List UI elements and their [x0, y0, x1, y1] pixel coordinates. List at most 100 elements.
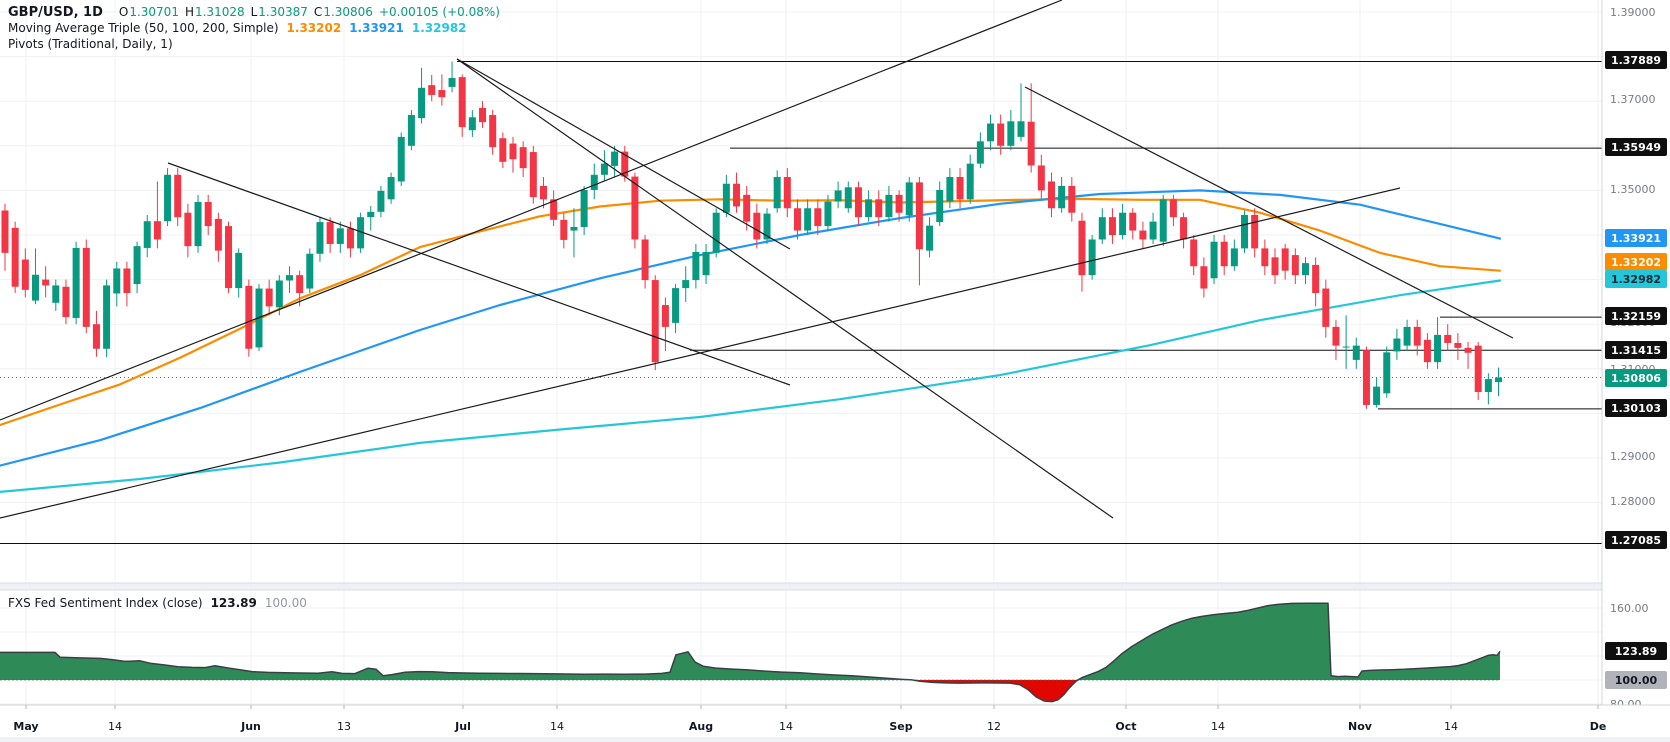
- price-axis-label: 1.39000: [1610, 6, 1656, 19]
- candle: [296, 275, 304, 293]
- sma-50-line[interactable]: [0, 197, 1502, 427]
- candle: [1047, 181, 1055, 209]
- candle: [1352, 345, 1360, 360]
- candle: [448, 78, 456, 87]
- candle: [1495, 377, 1503, 383]
- candle: [814, 208, 822, 227]
- sentiment-baseline-value: 100.00: [264, 596, 307, 610]
- sma-100-line[interactable]: [0, 189, 1502, 467]
- candle: [62, 286, 70, 318]
- ma-legend-row[interactable]: Moving Average Triple (50, 100, 200, Sim…: [8, 20, 500, 36]
- time-axis[interactable]: May 14 Jun 13 Jul 14 Aug 14 Sep 12 Oct 14 Nov 14 De: [0, 704, 1670, 742]
- candle: [1301, 263, 1309, 276]
- candle: [428, 85, 436, 95]
- candle: [631, 176, 639, 240]
- sentiment-red-area: [912, 680, 1078, 702]
- candle: [326, 222, 334, 244]
- candle: [387, 177, 395, 200]
- price-axis-label: 1.37000: [1610, 93, 1656, 106]
- axis-badge: 1.27085: [1605, 531, 1667, 549]
- candle: [1403, 326, 1411, 346]
- candle: [539, 185, 547, 200]
- candle: [915, 182, 923, 250]
- svg-text:1.30806: 1.30806: [1611, 372, 1661, 385]
- time-axis-label: 14: [1444, 720, 1458, 733]
- symbol-legend-row[interactable]: GBP/USD, 1D O1.30701 H1.31028 L1.30387 C1.30…: [8, 4, 500, 20]
- candle: [702, 251, 710, 276]
- axis-badge: 1.35949: [1605, 138, 1667, 156]
- candle: [509, 143, 517, 160]
- svg-text:1.37889: 1.37889: [1611, 54, 1661, 67]
- candle: [1119, 212, 1127, 236]
- candle: [987, 123, 995, 142]
- candle: [225, 226, 233, 289]
- ma-indicator-label: Moving Average Triple (50, 100, 200, Sim…: [8, 21, 279, 35]
- axis-badge: 1.30103: [1605, 399, 1667, 417]
- candle: [682, 280, 690, 289]
- candle: [235, 252, 243, 289]
- time-axis-label: 14: [779, 720, 793, 733]
- candle: [275, 280, 283, 308]
- sentiment-legend[interactable]: FXS Fed Sentiment Index (close) 123.89 100…: [8, 595, 307, 611]
- price-axis[interactable]: 1.390001.370001.350001.320001.310001.290…: [1601, 0, 1670, 711]
- candle: [21, 259, 29, 290]
- candle: [1332, 326, 1340, 346]
- high-label: H: [184, 5, 194, 19]
- candle: [1434, 334, 1442, 363]
- candle: [641, 239, 649, 281]
- panel-separator[interactable]: [0, 582, 1670, 591]
- candle: [936, 189, 944, 223]
- svg-text:100.00: 100.00: [1615, 674, 1658, 687]
- low-label: L: [250, 5, 258, 19]
- bottom-strip: [0, 737, 1670, 742]
- candle: [550, 199, 558, 220]
- pivots-legend-row[interactable]: Pivots (Traditional, Daily, 1): [8, 36, 500, 52]
- candle: [468, 117, 476, 131]
- candle: [92, 324, 100, 349]
- candle: [1027, 121, 1035, 166]
- close-value: 1.30806: [323, 5, 373, 19]
- candle: [611, 151, 619, 166]
- time-axis-label: Jul: [454, 720, 471, 733]
- time-axis-label: 14: [550, 720, 564, 733]
- sentiment-indicator-label: FXS Fed Sentiment Index (close): [8, 596, 203, 610]
- candle: [519, 147, 527, 169]
- svg-text:1.30103: 1.30103: [1611, 402, 1661, 415]
- pivots-indicator-label: Pivots (Traditional, Daily, 1): [8, 37, 173, 51]
- candle: [834, 190, 842, 202]
- candle: [1078, 220, 1086, 276]
- candle: [1139, 230, 1147, 240]
- candle: [875, 199, 883, 218]
- candle: [31, 274, 39, 301]
- candle: [1383, 352, 1391, 394]
- candle: [966, 163, 974, 200]
- candle: [997, 123, 1005, 146]
- axis-badge: 1.30806: [1605, 369, 1667, 387]
- candle: [1220, 241, 1228, 267]
- high-value: 1.31028: [194, 5, 245, 19]
- sma-200-line[interactable]: [0, 279, 1502, 493]
- sentiment-axis-label: 160.00: [1610, 602, 1649, 615]
- trend-lines[interactable]: [0, 0, 1514, 519]
- candle: [194, 202, 202, 247]
- axis-badge: 1.37889: [1605, 51, 1667, 69]
- candle: [1180, 217, 1188, 240]
- symbol-title: GBP/USD, 1D: [8, 5, 103, 20]
- axis-badge: 1.33202: [1605, 253, 1667, 271]
- candle: [824, 201, 832, 227]
- candle: [1149, 221, 1157, 240]
- candle: [184, 212, 192, 247]
- candle: [560, 219, 568, 240]
- candle: [1088, 239, 1096, 276]
- axis-badge: 1.32982: [1605, 270, 1667, 288]
- svg-text:1.33202: 1.33202: [1611, 256, 1661, 269]
- candle: [1342, 346, 1350, 348]
- candle: [82, 247, 90, 327]
- candle: [1190, 239, 1198, 267]
- axis-badge: 1.33921: [1605, 229, 1667, 247]
- candle: [1322, 288, 1330, 327]
- time-axis-label: Nov: [1348, 720, 1373, 733]
- candle: [1108, 217, 1116, 236]
